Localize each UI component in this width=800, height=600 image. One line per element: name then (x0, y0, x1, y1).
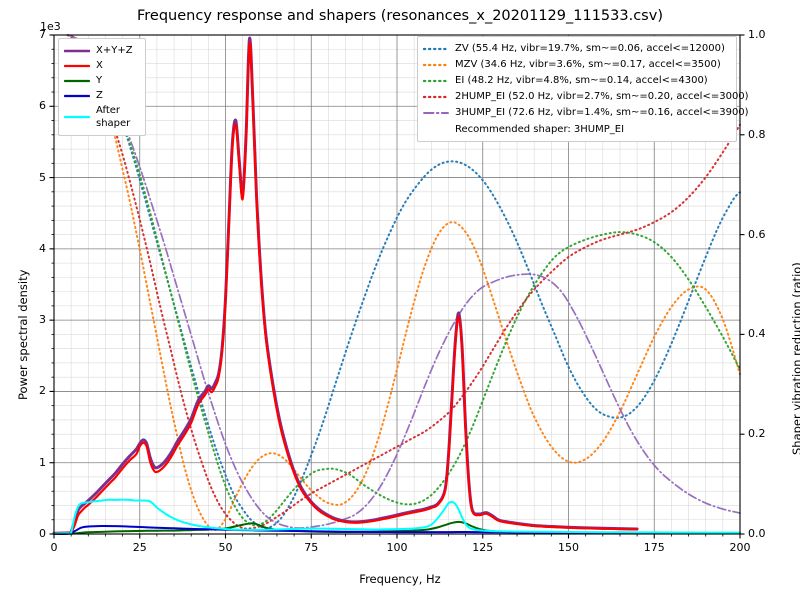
y-tick-label: 1 (39, 455, 46, 469)
y-tick-label: 7 (39, 28, 46, 41)
legend-item-label: X+Y+Z (96, 44, 133, 56)
y-tick-label: 3 (39, 313, 46, 327)
chart-title: Frequency response and shapers (resonanc… (137, 8, 663, 24)
legend-item-label: Y (96, 74, 103, 86)
shaper-legend-item: EI (48.2 Hz, vibr=4.8%, sm~=0.14, accel<… (423, 73, 731, 89)
y2-tick-label: 0.8 (748, 127, 766, 141)
x-tick-label: 150 (558, 541, 579, 554)
y2-tick-label: 0.0 (748, 527, 766, 540)
legend-item-label: X (96, 59, 103, 71)
shaper-legend-swatch (423, 107, 449, 119)
shaper-legend-label: ZV (55.4 Hz, vibr=19.7%, sm~=0.06, accel… (455, 43, 725, 54)
shaper-legend-swatch (423, 91, 449, 103)
x-tick-label: 75 (304, 541, 319, 554)
x-tick-label: 25 (132, 541, 147, 554)
x-tick-label: 0 (50, 541, 58, 554)
shaper-legend-item: ZV (55.4 Hz, vibr=19.7%, sm~=0.06, accel… (423, 41, 731, 57)
y2-axis-label: Shaper vibration reduction (ratio) (790, 262, 800, 455)
shaper-legend-label: EI (48.2 Hz, vibr=4.8%, sm~=0.14, accel<… (455, 75, 708, 86)
shaper-legend-item: 3HUMP_EI (72.6 Hz, vibr=1.4%, sm~=0.16, … (423, 105, 749, 121)
shaper-legend-item: MZV (34.6 Hz, vibr=3.6%, sm~=0.17, accel… (423, 57, 731, 73)
legend-line-swatch (64, 45, 90, 57)
y-tick-label: 2 (39, 384, 46, 398)
recommended-shaper-note: Recommended shaper: 3HUMP_EI (455, 123, 625, 135)
x-axis-label: Frequency, Hz (359, 572, 441, 586)
legend-line-swatch (64, 90, 90, 102)
series-legend: X+Y+Z X Y Z After shaper (58, 38, 146, 136)
y2-tick-label: 1.0 (748, 28, 766, 41)
x-tick-label: 50 (218, 541, 233, 554)
legend-item: X (64, 58, 140, 73)
y-axis-label: Power spectral density (16, 269, 30, 400)
legend-line-swatch (64, 60, 90, 72)
legend-line-swatch (64, 111, 90, 123)
y-tick-label: 5 (39, 170, 46, 184)
legend-line-swatch (64, 75, 90, 87)
shaper-legend: ZV (55.4 Hz, vibr=19.7%, sm~=0.06, accel… (417, 36, 749, 142)
shaper-legend-swatch (423, 59, 449, 71)
y-axis-offset-text: 1e3 (40, 20, 61, 33)
legend-item: X+Y+Z (64, 43, 140, 58)
y-tick-label: 4 (39, 241, 46, 255)
x-tick-label: 100 (386, 541, 408, 554)
legend-item: Z (64, 88, 140, 103)
shaper-legend-swatch (423, 75, 449, 87)
legend-item-label: Z (96, 89, 103, 101)
shaper-legend-item: 2HUMP_EI (52.0 Hz, vibr=2.7%, sm~=0.20, … (423, 89, 749, 105)
x-tick-label: 125 (472, 541, 494, 554)
y-tick-label: 6 (39, 99, 46, 113)
y2-tick-label: 0.6 (748, 227, 766, 241)
shaper-legend-label: MZV (34.6 Hz, vibr=3.6%, sm~=0.17, accel… (455, 59, 721, 70)
x-tick-label: 175 (643, 541, 665, 554)
legend-item: After shaper (64, 103, 140, 131)
y2-tick-label: 0.4 (748, 327, 766, 341)
x-tick-label: 200 (729, 541, 751, 554)
legend-item: Y (64, 73, 140, 88)
shaper-legend-swatch (423, 43, 449, 55)
shaper-legend-label: 3HUMP_EI (72.6 Hz, vibr=1.4%, sm~=0.16, … (455, 107, 749, 118)
y-tick-label: 0 (39, 527, 46, 540)
y2-tick-label: 0.2 (748, 427, 766, 441)
legend-item-label: After shaper (96, 105, 131, 129)
shaper-legend-label: 2HUMP_EI (52.0 Hz, vibr=2.7%, sm~=0.20, … (455, 91, 749, 102)
